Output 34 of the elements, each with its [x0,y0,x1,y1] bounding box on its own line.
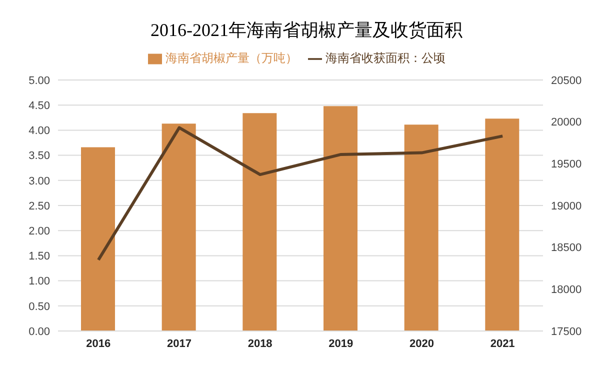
bar [485,118,520,331]
x-tick-label: 2021 [490,338,515,350]
y-tick-label: 2.00 [28,226,50,238]
y2-tick-label: 17500 [551,326,582,338]
y-tick-label: 4.00 [28,125,50,138]
y2-tick-label: 19000 [551,200,582,212]
legend-label: 海南省胡椒产量（万吨） [166,51,298,65]
y-tick-label: 2.50 [28,200,50,212]
y2-tick-label: 18000 [551,284,582,296]
bar [162,124,196,331]
bar [242,113,277,331]
line-series [96,126,504,262]
x-tick-label: 2016 [86,338,111,350]
y-tick-label: 3.00 [28,175,50,188]
x-tick-label: 2018 [248,338,272,350]
y-tick-label: 4.50 [28,100,50,112]
y-tick-label: 5.00 [28,74,50,87]
legend-label: 海南省收获面积：公顷 [326,51,446,65]
chart-title: 2016-2021年海南省胡椒产量及收货面积 [150,19,464,42]
y-tick-label: 1.50 [28,250,50,263]
y-tick-label: 0.50 [28,300,50,313]
y2-tick-label: 18500 [551,242,582,254]
x-tick-label: 2017 [167,338,192,350]
y2-tick-label: 20500 [551,74,582,87]
x-tick-label: 2019 [328,338,354,350]
x-tick-label: 2020 [410,338,434,350]
y2-tick-label: 20000 [551,116,582,129]
y-tick-label: 3.50 [28,150,50,162]
y2-tick-label: 19500 [551,158,582,171]
y-tick-label: 1.00 [28,276,50,288]
bar [81,147,115,331]
bar [404,124,438,331]
y-tick-label: 0.00 [28,326,50,338]
bar [324,106,358,331]
